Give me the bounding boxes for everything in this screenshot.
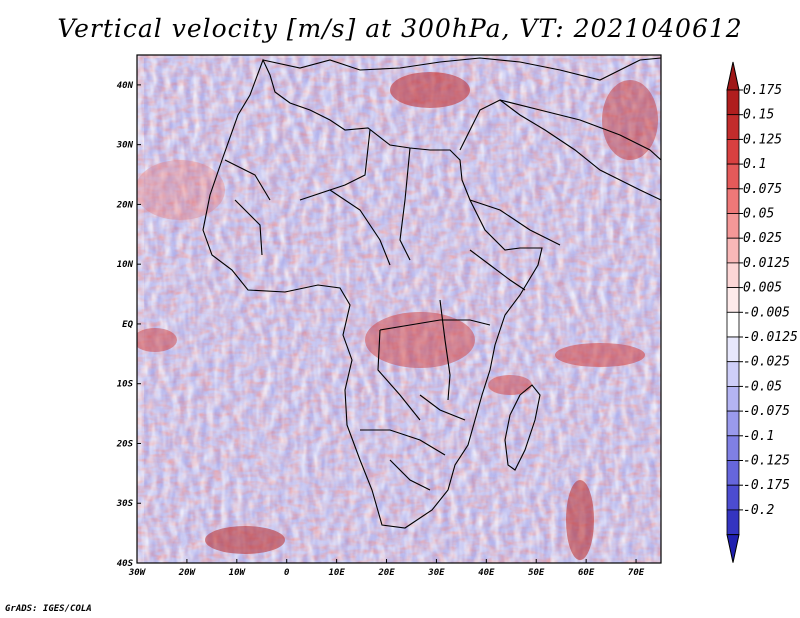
colorbar-label: 0.0125 — [743, 256, 790, 271]
colorbar-swatch — [726, 385, 740, 412]
grads-credit: GrADS: IGES/COLA — [5, 604, 92, 614]
lat-tick-label: 40N — [117, 81, 134, 91]
map-frame — [136, 54, 662, 564]
colorbar-swatch — [726, 237, 740, 264]
colorbar: 0.175 0.15 0.125 0.1 0.075 0.05 0.025 0.0125 0.0… — [726, 61, 798, 563]
colorbar-swatch — [726, 410, 740, 437]
lon-tick-label: 30W — [128, 568, 147, 578]
lat-tick-label: 20N — [116, 200, 134, 210]
vertical-velocity-field — [137, 55, 661, 563]
colorbar-label: 0.075 — [743, 182, 782, 197]
colorbar-label: 0.125 — [743, 132, 782, 147]
lon-tick-label: 0 — [284, 568, 290, 578]
colorbar-swatch — [726, 460, 740, 486]
colorbar-label: -0.1 — [743, 429, 774, 444]
colorbar-label: -0.05 — [743, 379, 782, 394]
lat-tick-label: 10S — [117, 380, 134, 390]
colorbar-bottom-arrow — [726, 534, 740, 563]
lon-tick-label: 30E — [427, 568, 445, 578]
colorbar-label: -0.075 — [743, 404, 790, 419]
colorbar-swatch — [726, 361, 740, 387]
lat-tick-label: 30S — [116, 499, 134, 509]
lon-tick-label: 10E — [328, 568, 345, 578]
lat-tick-label: 20S — [116, 439, 134, 449]
colorbar-label: 0.1 — [743, 157, 766, 172]
colorbar-swatch — [726, 262, 740, 288]
lat-tick-label: 30N — [116, 141, 134, 151]
longitude-axis: 30W 20W 10W 0 10E 20E 30E 40E 50E 60E 70E — [128, 559, 645, 578]
colorbar-label: -0.0125 — [743, 330, 798, 345]
colorbar-swatch — [726, 435, 740, 461]
lon-tick-label: 50E — [528, 568, 545, 578]
colorbar-swatch — [726, 114, 740, 140]
colorbar-label: 0.15 — [743, 108, 774, 123]
colorbar-swatch — [726, 213, 740, 239]
colorbar-label: -0.005 — [743, 305, 790, 320]
lon-tick-label: 70E — [628, 568, 645, 578]
colorbar-label: -0.025 — [743, 355, 790, 370]
colorbar-swatch — [726, 163, 740, 190]
colorbar-top-arrow — [726, 61, 740, 91]
lat-tick-label: 10N — [117, 260, 134, 270]
colorbar-label: -0.2 — [743, 503, 774, 518]
lat-tick-label: 40S — [117, 559, 134, 569]
colorbar-swatch — [726, 188, 740, 214]
lon-tick-label: 60E — [578, 568, 595, 578]
colorbar-swatch — [726, 336, 740, 363]
lon-tick-label: 20E — [377, 568, 395, 578]
colorbar-swatch — [726, 89, 740, 116]
colorbar-swatch — [726, 509, 740, 535]
lat-tick-label: EQ — [122, 320, 133, 330]
colorbar-label: 0.175 — [743, 83, 782, 98]
colorbar-swatch — [726, 311, 740, 338]
lon-tick-label: 10W — [229, 568, 247, 578]
lon-tick-label: 40E — [478, 568, 495, 578]
colorbar-swatch — [726, 138, 740, 165]
coastlines — [202, 57, 661, 529]
colorbar-label: -0.175 — [743, 478, 790, 493]
colorbar-swatch — [726, 287, 740, 313]
colorbar-label: -0.125 — [743, 454, 790, 469]
colorbar-swatch — [726, 484, 740, 511]
colorbar-label: 0.05 — [743, 207, 774, 222]
map-title: Vertical velocity [m/s] at 300hPa, VT: 2… — [57, 14, 743, 43]
colorbar-label: 0.005 — [743, 281, 782, 296]
latitude-axis: 40N 30N 20N 10N EQ 10S 20S 30S 40S — [116, 81, 141, 569]
colorbar-label: 0.025 — [743, 231, 782, 246]
lon-tick-label: 20W — [178, 568, 197, 578]
